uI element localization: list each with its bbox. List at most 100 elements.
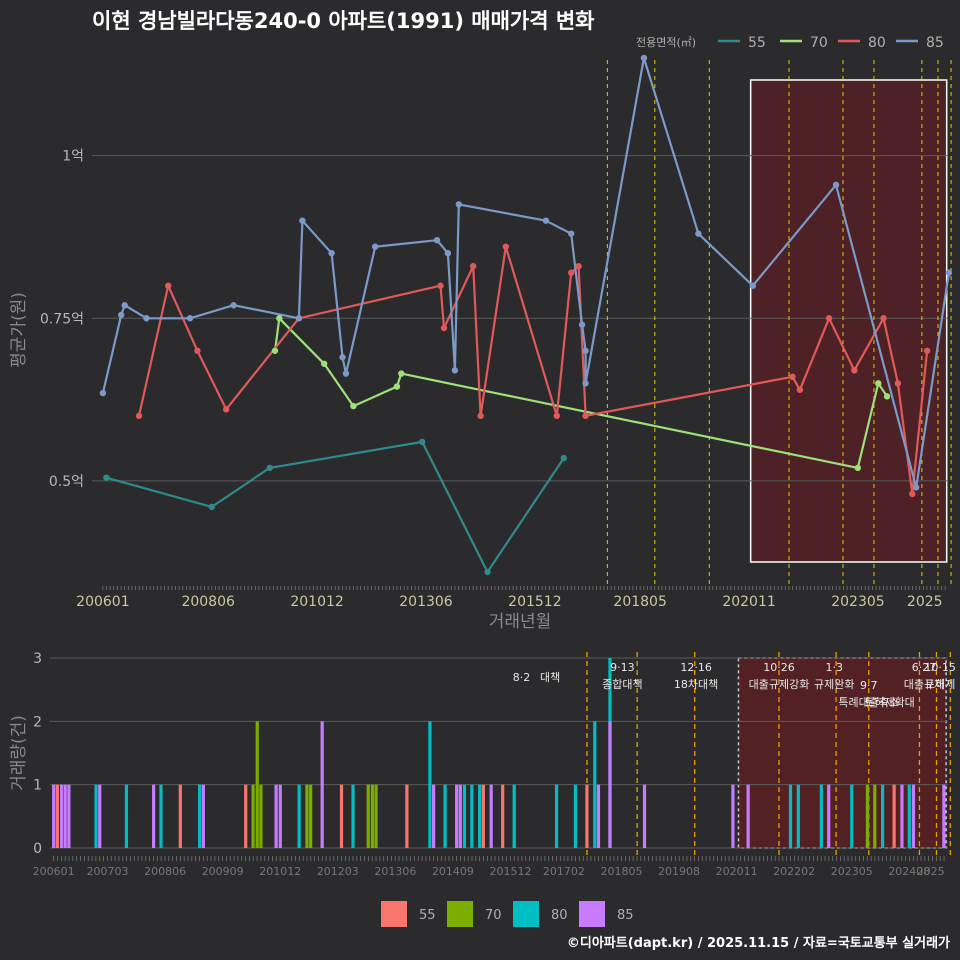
series-point-55-4 (484, 568, 491, 576)
series-point-85-20 (582, 380, 589, 387)
volume-bar-2 (59, 784, 64, 848)
series-point-85-24 (832, 181, 840, 189)
top-x-tick-8: 2025 (907, 594, 943, 610)
volume-bar-1 (55, 784, 59, 848)
series-point-85-21 (640, 54, 648, 62)
series-point-70-0 (271, 347, 279, 354)
series-point-55-1 (208, 503, 215, 511)
policy-date-4: 1·3 (826, 661, 844, 674)
series-point-80-7 (469, 263, 477, 270)
series-point-55-2 (266, 464, 273, 472)
bottom-x-tick-13: 202202 (773, 865, 815, 878)
volume-bar-44 (593, 721, 597, 848)
volume-bar-42 (573, 784, 578, 848)
volume-bar-55 (850, 784, 854, 848)
volume-bar-5 (94, 784, 98, 848)
top-x-tick-5: 201805 (613, 594, 666, 610)
policy-date-1: 9·13 (610, 661, 635, 674)
series-point-70-2 (320, 360, 328, 367)
volume-bar-23 (339, 784, 344, 848)
bottom-x-tick-12: 202011 (716, 865, 758, 878)
series-point-85-5 (230, 302, 237, 309)
volume-bar-25 (366, 784, 370, 848)
series-point-70-1 (276, 315, 283, 322)
bottom-x-tick-5: 201203 (317, 865, 359, 878)
bottom-legend: 55 70 80 85 (381, 901, 634, 927)
series-point-85-3 (143, 315, 150, 322)
volume-bar-48 (642, 784, 647, 848)
series-point-70-7 (875, 380, 882, 387)
volume-bar-40 (512, 784, 516, 848)
volume-bar-57 (873, 784, 877, 848)
bottom-x-tick-15: 202408 (888, 865, 930, 878)
bottom-legend-key-55 (381, 901, 407, 927)
series-point-55-0 (103, 474, 110, 481)
volume-bar-41 (554, 784, 559, 848)
volume-bar-14 (251, 784, 255, 848)
volume-bar-32 (455, 784, 459, 848)
series-point-85-2 (121, 302, 128, 309)
policy-date-3: 10·26 (763, 661, 795, 674)
chart-title: 이현 경남빌라다동240-0 아파트(1991) 매매가격 변화 (92, 9, 595, 33)
series-point-80-8 (477, 412, 484, 420)
top-y-axis-title: 평균가(원) (9, 292, 29, 368)
series-point-70-4 (393, 383, 401, 390)
policy-date-2: 12·16 (680, 661, 712, 674)
series-point-80-14 (789, 373, 796, 381)
bottom-x-tick-2: 200806 (144, 865, 186, 878)
series-point-80-20 (909, 490, 916, 498)
series-point-80-3 (222, 406, 230, 413)
series-line-80 (137, 245, 929, 495)
bottom-legend-key-85 (579, 901, 605, 927)
bottom-x-tick-4: 201012 (259, 865, 301, 878)
volume-bar-8 (152, 784, 156, 848)
policy-text-2: 18차대책 (674, 678, 718, 691)
policy-text-0: 대책 (540, 671, 560, 684)
bottom-x-tick-0: 200601 (33, 865, 75, 878)
volume-bar-56 (865, 784, 870, 848)
top-y-tick-labels: 0.5억 0.75억 1억 (40, 149, 84, 490)
volume-bar-10 (178, 784, 182, 848)
series-point-70-3 (350, 402, 357, 410)
bottom-legend-label-55: 55 (419, 908, 436, 923)
series-point-85-16 (542, 217, 550, 224)
volume-bar-27 (374, 784, 378, 848)
series-point-85-26 (945, 269, 953, 276)
bottom-y-tick-1: 1 (33, 778, 42, 794)
volume-bar-0 (52, 784, 56, 848)
series-point-85-18 (578, 321, 586, 328)
volume-bar-24 (351, 784, 355, 848)
series-point-85-14 (451, 367, 459, 374)
volume-bar-30 (432, 784, 436, 848)
volume-bar-53 (819, 784, 823, 848)
legend-label-80: 80 (868, 35, 886, 51)
series-point-85-8 (328, 249, 335, 257)
bottom-legend-key-80 (513, 901, 539, 927)
volume-bar-21 (309, 784, 313, 848)
volume-bar-36 (478, 784, 482, 848)
volume-bar-52 (796, 784, 800, 848)
credit-text: ©디아파트(dapt.kr) / 2025.11.15 / 자료=국토교통부 실… (567, 935, 950, 951)
volume-bar-15 (255, 721, 259, 848)
bottom-shade-rect (737, 657, 947, 849)
policy-date-0: 8·2 (513, 671, 531, 684)
volume-bar-20 (305, 784, 309, 848)
series-point-70-6 (854, 464, 862, 472)
series-point-85-12 (433, 236, 441, 244)
policy-date-7: 6·27 (912, 661, 937, 674)
top-y-tick-1: 0.75억 (40, 311, 84, 327)
series-point-85-25 (912, 484, 920, 491)
volume-bar-3 (63, 784, 67, 848)
bottom-shaded-region (737, 657, 947, 849)
series-point-85-4 (186, 315, 194, 322)
series-point-80-10 (553, 412, 561, 420)
volume-bar-4 (67, 784, 71, 848)
bottom-y-tick-labels: 0 1 2 3 (33, 651, 42, 857)
bottom-y-tick-0: 0 (33, 841, 42, 857)
bottom-policy-labels: 8·2 대책 9·13 종합대책 12·16 18차대책 10·26 대출규제강화 1·3 규제완… (513, 661, 956, 709)
series-point-85-7 (299, 217, 306, 224)
series-point-85-19 (582, 347, 589, 354)
volume-bar-12 (201, 784, 205, 848)
volume-bar-33 (458, 784, 462, 848)
